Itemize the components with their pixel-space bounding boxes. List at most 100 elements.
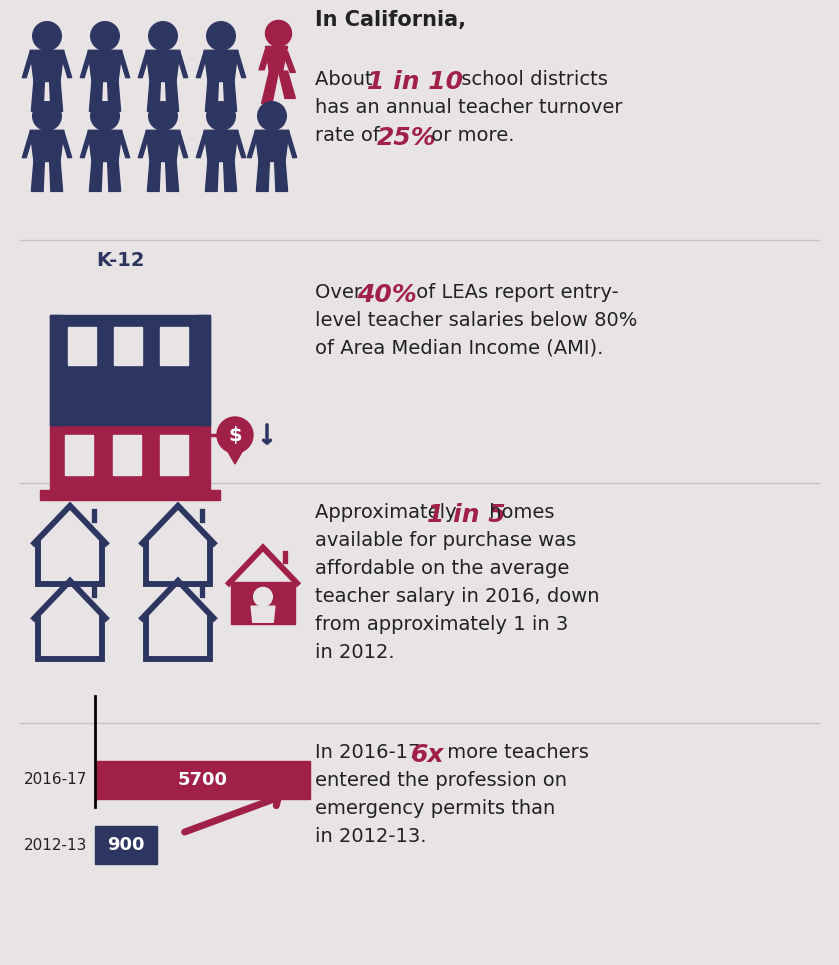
Text: 25%: 25% (377, 126, 437, 150)
Polygon shape (31, 160, 44, 191)
Text: in 2012.: in 2012. (315, 643, 394, 662)
Polygon shape (31, 80, 44, 111)
Circle shape (217, 417, 253, 453)
Polygon shape (148, 80, 160, 111)
FancyBboxPatch shape (68, 327, 96, 365)
Polygon shape (107, 160, 121, 191)
Polygon shape (88, 130, 122, 161)
FancyBboxPatch shape (114, 327, 142, 365)
Text: In California,: In California, (315, 10, 466, 30)
Text: homes: homes (483, 503, 555, 522)
Text: In 2016-17,: In 2016-17, (315, 743, 433, 762)
Polygon shape (88, 50, 122, 81)
Polygon shape (118, 131, 130, 157)
Polygon shape (279, 71, 295, 98)
Text: affordable on the average: affordable on the average (315, 559, 570, 578)
Circle shape (253, 588, 273, 606)
Polygon shape (248, 131, 259, 157)
Polygon shape (60, 131, 71, 157)
Polygon shape (23, 131, 34, 157)
Polygon shape (90, 160, 102, 191)
Polygon shape (259, 49, 271, 69)
Polygon shape (265, 46, 288, 72)
Polygon shape (138, 51, 150, 77)
Text: About: About (315, 70, 379, 89)
Text: of Area Median Income (AMI).: of Area Median Income (AMI). (315, 339, 603, 358)
Polygon shape (285, 131, 297, 157)
Polygon shape (234, 131, 246, 157)
Polygon shape (176, 131, 188, 157)
Text: or more.: or more. (425, 126, 514, 145)
FancyBboxPatch shape (160, 435, 188, 475)
Polygon shape (60, 51, 71, 77)
Text: from approximately 1 in 3: from approximately 1 in 3 (315, 615, 568, 634)
Polygon shape (196, 51, 208, 77)
Polygon shape (30, 130, 64, 161)
Polygon shape (274, 160, 288, 191)
Polygon shape (81, 131, 92, 157)
FancyBboxPatch shape (95, 761, 310, 799)
FancyBboxPatch shape (95, 826, 157, 864)
Polygon shape (81, 51, 92, 77)
Polygon shape (262, 71, 279, 103)
Polygon shape (255, 130, 289, 161)
Polygon shape (176, 51, 188, 77)
Polygon shape (251, 606, 275, 622)
Text: has an annual teacher turnover: has an annual teacher turnover (315, 98, 623, 117)
Circle shape (265, 20, 291, 46)
FancyBboxPatch shape (50, 425, 210, 490)
Text: in 2012-13.: in 2012-13. (315, 827, 426, 846)
Polygon shape (50, 160, 63, 191)
Text: 2012-13: 2012-13 (23, 838, 87, 852)
Polygon shape (107, 80, 121, 111)
FancyBboxPatch shape (198, 315, 210, 425)
Polygon shape (196, 131, 208, 157)
Text: more teachers: more teachers (441, 743, 589, 762)
Circle shape (206, 21, 235, 50)
Polygon shape (227, 450, 243, 464)
Circle shape (206, 101, 235, 130)
Polygon shape (257, 160, 269, 191)
FancyBboxPatch shape (65, 435, 93, 475)
Circle shape (33, 21, 61, 50)
Polygon shape (204, 130, 238, 161)
Polygon shape (165, 160, 179, 191)
Circle shape (33, 101, 61, 130)
FancyBboxPatch shape (231, 582, 295, 624)
Text: 40%: 40% (357, 283, 417, 307)
Polygon shape (90, 80, 102, 111)
Polygon shape (224, 80, 237, 111)
Polygon shape (118, 51, 130, 77)
Text: 1 in 10: 1 in 10 (367, 70, 463, 94)
FancyBboxPatch shape (113, 435, 141, 475)
FancyBboxPatch shape (50, 315, 62, 425)
Text: 900: 900 (107, 836, 145, 854)
Text: Approximately: Approximately (315, 503, 463, 522)
Text: 2016-17: 2016-17 (23, 773, 87, 787)
Circle shape (91, 21, 119, 50)
Text: K-12: K-12 (96, 251, 144, 270)
Text: level teacher salaries below 80%: level teacher salaries below 80% (315, 311, 638, 330)
Text: teacher salary in 2016, down: teacher salary in 2016, down (315, 587, 600, 606)
Circle shape (149, 21, 177, 50)
Polygon shape (138, 131, 150, 157)
Text: 6x: 6x (411, 743, 445, 767)
Polygon shape (146, 50, 180, 81)
Polygon shape (146, 130, 180, 161)
Polygon shape (50, 80, 63, 111)
Polygon shape (206, 160, 218, 191)
Text: 5700: 5700 (178, 771, 227, 789)
Text: of LEAs report entry-: of LEAs report entry- (410, 283, 618, 302)
Polygon shape (165, 80, 179, 111)
Polygon shape (206, 80, 218, 111)
Circle shape (149, 101, 177, 130)
Polygon shape (224, 160, 237, 191)
Polygon shape (148, 160, 160, 191)
Polygon shape (204, 50, 238, 81)
FancyBboxPatch shape (160, 327, 188, 365)
Polygon shape (23, 51, 34, 77)
FancyBboxPatch shape (50, 315, 210, 425)
Text: $: $ (228, 426, 242, 445)
Polygon shape (283, 51, 295, 72)
Text: 1 in 5: 1 in 5 (427, 503, 506, 527)
